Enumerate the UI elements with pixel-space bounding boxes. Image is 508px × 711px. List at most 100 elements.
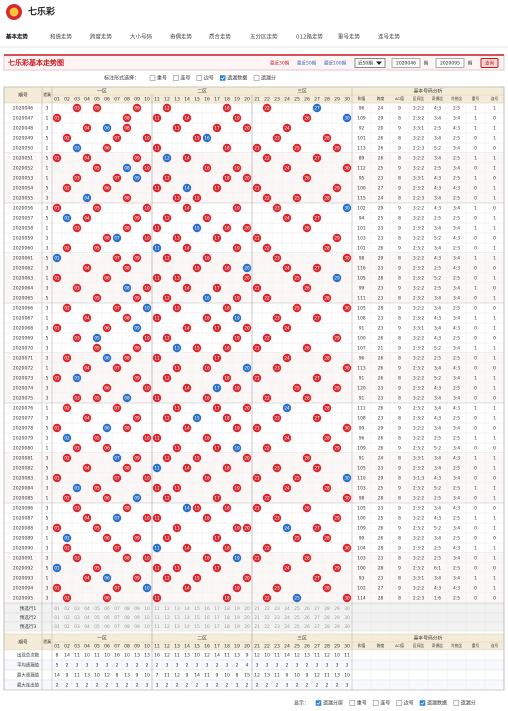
preselect-number[interactable]: 24 bbox=[284, 615, 290, 621]
preselect-number[interactable]: 04 bbox=[84, 615, 90, 621]
preselect-number[interactable]: 27 bbox=[314, 624, 320, 630]
preselect-number[interactable]: 26 bbox=[304, 624, 310, 630]
preselect-number[interactable]: 18 bbox=[224, 624, 230, 630]
preselect-number[interactable]: 29 bbox=[334, 624, 340, 630]
preselect-number[interactable]: 29 bbox=[334, 606, 340, 612]
preselect-number[interactable]: 08 bbox=[124, 624, 130, 630]
preselect-number[interactable]: 04 bbox=[84, 624, 90, 630]
nav-tab[interactable]: 和值走势 bbox=[50, 33, 73, 41]
preselect-number[interactable]: 03 bbox=[74, 606, 80, 612]
preselect-number[interactable]: 30 bbox=[344, 624, 350, 630]
preselect-number[interactable]: 11 bbox=[154, 606, 160, 612]
preselect-number[interactable]: 06 bbox=[104, 606, 110, 612]
checkbox[interactable] bbox=[419, 700, 426, 706]
preselect-number[interactable]: 06 bbox=[104, 624, 110, 630]
preselect-number[interactable]: 21 bbox=[254, 624, 260, 630]
query-button[interactable] bbox=[480, 58, 499, 68]
preselect-number[interactable]: 10 bbox=[144, 615, 150, 621]
preselect-number[interactable]: 23 bbox=[274, 624, 280, 630]
nav-tab[interactable]: 五分区走势 bbox=[250, 33, 278, 41]
preselect-number[interactable]: 16 bbox=[204, 624, 210, 630]
preselect-number[interactable]: 11 bbox=[154, 615, 160, 621]
to-input[interactable] bbox=[435, 58, 465, 68]
range-select[interactable] bbox=[354, 58, 386, 68]
preselect-number[interactable]: 07 bbox=[114, 606, 120, 612]
preselect-number[interactable]: 23 bbox=[274, 606, 280, 612]
preselect-number[interactable]: 17 bbox=[214, 615, 220, 621]
preselect-number[interactable]: 27 bbox=[314, 606, 320, 612]
preselect-number[interactable]: 25 bbox=[294, 624, 300, 630]
checkbox[interactable] bbox=[396, 700, 402, 706]
preselect-number[interactable]: 19 bbox=[234, 624, 240, 630]
preselect-number[interactable]: 23 bbox=[274, 615, 280, 621]
preselect-number[interactable]: 28 bbox=[324, 606, 330, 612]
preselect-number[interactable]: 18 bbox=[224, 615, 230, 621]
nav-tab[interactable]: 跨度走势 bbox=[90, 33, 113, 41]
preselect-number[interactable]: 09 bbox=[134, 624, 140, 630]
preselect-number[interactable]: 19 bbox=[234, 606, 240, 612]
preselect-number[interactable]: 10 bbox=[144, 606, 150, 612]
preselect-number[interactable]: 30 bbox=[344, 606, 350, 612]
from-input[interactable] bbox=[391, 58, 421, 68]
preselect-number[interactable]: 17 bbox=[214, 606, 220, 612]
preselect-number[interactable]: 24 bbox=[284, 624, 290, 630]
nav-tab[interactable]: 大小号码 bbox=[130, 33, 153, 41]
nav-tab[interactable]: 012路走势 bbox=[296, 33, 323, 41]
preselect-number[interactable]: 30 bbox=[344, 615, 350, 621]
preselect-number[interactable]: 21 bbox=[254, 606, 260, 612]
preselect-number[interactable]: 29 bbox=[334, 615, 340, 621]
quick-range[interactable]: 最近100期 bbox=[324, 60, 347, 67]
preselect-number[interactable]: 18 bbox=[224, 606, 230, 612]
preselect-number[interactable]: 02 bbox=[64, 606, 70, 612]
preselect-number[interactable]: 20 bbox=[244, 624, 250, 630]
checkbox[interactable] bbox=[349, 700, 356, 706]
preselect-number[interactable]: 08 bbox=[124, 615, 130, 621]
preselect-number[interactable]: 12 bbox=[164, 624, 170, 630]
preselect-number[interactable]: 24 bbox=[284, 606, 290, 612]
checkbox[interactable] bbox=[315, 700, 322, 706]
preselect-number[interactable]: 09 bbox=[134, 606, 140, 612]
preselect-number[interactable]: 01 bbox=[54, 606, 60, 612]
preselect-number[interactable]: 17 bbox=[214, 624, 220, 630]
checkbox[interactable] bbox=[196, 75, 203, 81]
checkbox[interactable] bbox=[372, 700, 379, 706]
preselect-number[interactable]: 07 bbox=[114, 624, 120, 630]
preselect-number[interactable]: 03 bbox=[74, 615, 80, 621]
preselect-number[interactable]: 06 bbox=[104, 615, 110, 621]
preselect-number[interactable]: 11 bbox=[154, 624, 160, 630]
preselect-number[interactable]: 15 bbox=[194, 606, 200, 612]
preselect-number[interactable]: 26 bbox=[304, 606, 310, 612]
preselect-number[interactable]: 03 bbox=[74, 624, 80, 630]
preselect-number[interactable]: 01 bbox=[54, 624, 60, 630]
preselect-number[interactable]: 22 bbox=[264, 624, 270, 630]
preselect-number[interactable]: 25 bbox=[294, 615, 300, 621]
preselect-number[interactable]: 09 bbox=[134, 615, 140, 621]
preselect-number[interactable]: 28 bbox=[324, 624, 330, 630]
nav-tab[interactable]: 质合走势 bbox=[209, 33, 232, 41]
preselect-number[interactable]: 13 bbox=[174, 615, 180, 621]
preselect-number[interactable]: 13 bbox=[174, 624, 180, 630]
preselect-number[interactable]: 27 bbox=[314, 615, 320, 621]
nav-tab[interactable]: 奇偶走势 bbox=[170, 33, 193, 41]
checkbox[interactable] bbox=[149, 75, 156, 81]
nav-tab[interactable]: 连号走势 bbox=[378, 33, 401, 41]
preselect-number[interactable]: 08 bbox=[124, 606, 130, 612]
preselect-number[interactable]: 14 bbox=[184, 615, 190, 621]
preselect-number[interactable]: 05 bbox=[94, 624, 100, 630]
preselect-number[interactable]: 22 bbox=[264, 606, 270, 612]
preselect-number[interactable]: 20 bbox=[244, 615, 250, 621]
preselect-number[interactable]: 16 bbox=[204, 615, 210, 621]
preselect-number[interactable]: 20 bbox=[244, 606, 250, 612]
nav-tab[interactable]: 重号走势 bbox=[338, 33, 361, 41]
checkbox[interactable] bbox=[219, 75, 226, 81]
preselect-number[interactable]: 04 bbox=[84, 606, 90, 612]
preselect-number[interactable]: 15 bbox=[194, 615, 200, 621]
preselect-number[interactable]: 19 bbox=[234, 615, 240, 621]
preselect-number[interactable]: 01 bbox=[54, 615, 60, 621]
preselect-number[interactable]: 12 bbox=[164, 615, 170, 621]
preselect-number[interactable]: 07 bbox=[114, 615, 120, 621]
preselect-number[interactable]: 12 bbox=[164, 606, 170, 612]
nav-tab[interactable]: 基本走势 bbox=[5, 33, 29, 41]
preselect-number[interactable]: 05 bbox=[94, 606, 100, 612]
checkbox[interactable] bbox=[253, 75, 260, 81]
